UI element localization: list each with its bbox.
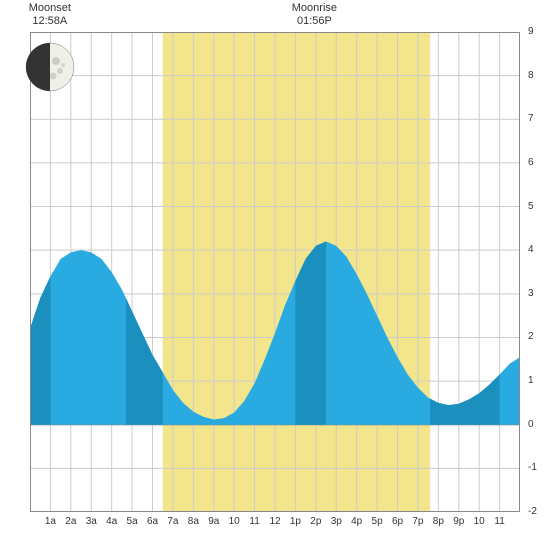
x-tick-label: 3p	[331, 516, 342, 527]
y-tick-label: 5	[528, 201, 534, 212]
y-tick-label: 3	[528, 288, 534, 299]
y-tick-label: 4	[528, 244, 534, 255]
x-tick-label: 5p	[372, 516, 383, 527]
x-tick-label: 7a	[167, 516, 178, 527]
y-tick-label: 7	[528, 113, 534, 124]
x-tick-label: 2p	[310, 516, 321, 527]
x-tick-label: 1p	[290, 516, 301, 527]
x-tick-label: 9a	[208, 516, 219, 527]
x-tick-label: 12	[269, 516, 280, 527]
x-tick-label: 4p	[351, 516, 362, 527]
header: Moonset 12:58A Moonrise 01:56P	[0, 2, 550, 32]
y-tick-label: 0	[528, 419, 534, 430]
x-tick-label: 4a	[106, 516, 117, 527]
x-tick-label: 10	[474, 516, 485, 527]
chart-area	[30, 32, 520, 512]
x-tick-label: 2a	[65, 516, 76, 527]
y-tick-label: 2	[528, 331, 534, 342]
x-tick-label: 6a	[147, 516, 158, 527]
x-tick-label: 10	[229, 516, 240, 527]
x-tick-label: 11	[494, 516, 504, 527]
x-tick-label: 8a	[188, 516, 199, 527]
moonrise-time: 01:56P	[292, 15, 337, 28]
x-tick-label: 11	[249, 516, 259, 527]
x-tick-label: 9p	[453, 516, 464, 527]
moonset-header: Moonset 12:58A	[29, 2, 71, 28]
x-tick-label: 1a	[45, 516, 56, 527]
x-tick-label: 7p	[412, 516, 423, 527]
y-tick-label: -2	[528, 506, 537, 517]
x-tick-label: 3a	[86, 516, 97, 527]
x-tick-label: 8p	[433, 516, 444, 527]
moonrise-label: Moonrise	[292, 2, 337, 15]
y-tick-label: 1	[528, 375, 534, 386]
y-tick-label: 9	[528, 26, 534, 37]
moon-phase-icon	[25, 42, 75, 92]
y-axis: -2-10123456789	[524, 32, 548, 512]
x-tick-label: 6p	[392, 516, 403, 527]
x-tick-label: 5a	[127, 516, 138, 527]
tide-chart-container: Moonset 12:58A Moonrise 01:56P 1a 2a 3a 4a 5…	[0, 0, 550, 550]
tide-chart-svg	[30, 32, 520, 512]
y-tick-label: 6	[528, 157, 534, 168]
y-tick-label: -1	[528, 462, 537, 473]
moonset-label: Moonset	[29, 2, 71, 15]
moonset-time: 12:58A	[29, 15, 71, 28]
y-tick-label: 8	[528, 70, 534, 81]
moonrise-header: Moonrise 01:56P	[292, 2, 337, 28]
x-axis: 1a 2a 3a 4a 5a 6a 7a 8a 9a 10 11 12 1p 2p 3p 4p 5p 6p 7p 8p…	[30, 516, 520, 536]
